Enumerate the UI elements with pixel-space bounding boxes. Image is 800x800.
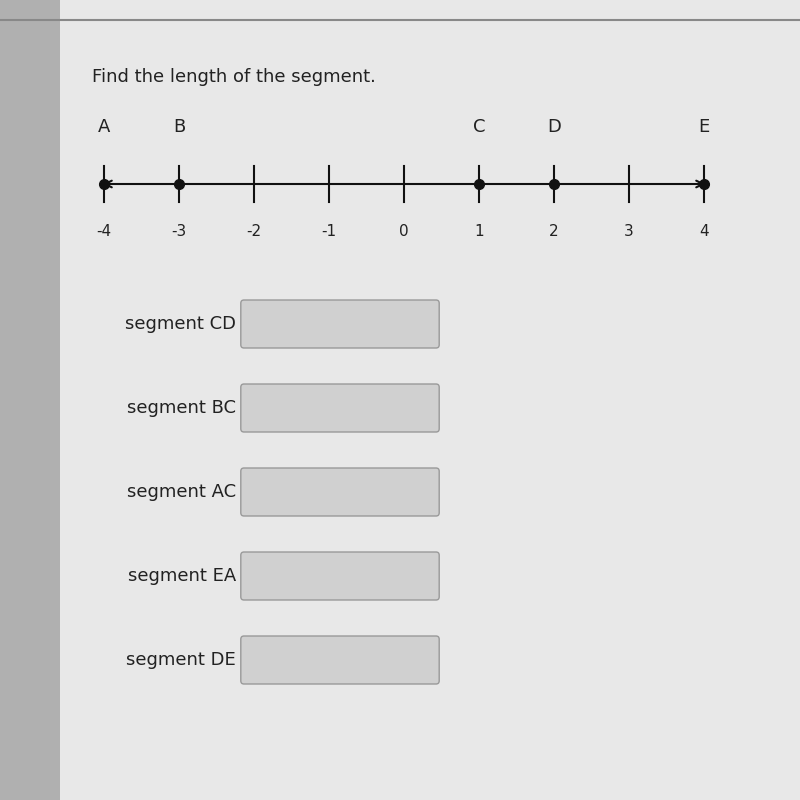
Text: segment BC: segment BC — [127, 399, 236, 417]
Text: Find the length of the segment.: Find the length of the segment. — [92, 68, 376, 86]
Text: 3: 3 — [624, 224, 634, 239]
Text: A: A — [98, 118, 110, 136]
Text: D: D — [547, 118, 561, 136]
Text: C: C — [473, 118, 486, 136]
Text: 1: 1 — [474, 224, 484, 239]
Text: B: B — [173, 118, 185, 136]
FancyBboxPatch shape — [241, 552, 439, 600]
Text: E: E — [698, 118, 710, 136]
Text: 0: 0 — [399, 224, 409, 239]
FancyBboxPatch shape — [241, 468, 439, 516]
Text: 4: 4 — [699, 224, 709, 239]
Text: -2: -2 — [246, 224, 262, 239]
Bar — [0, 0, 60, 800]
FancyBboxPatch shape — [241, 384, 439, 432]
Text: -1: -1 — [322, 224, 337, 239]
Text: segment EA: segment EA — [128, 567, 236, 585]
Text: segment DE: segment DE — [126, 651, 236, 669]
FancyBboxPatch shape — [241, 300, 439, 348]
Text: 2: 2 — [549, 224, 559, 239]
Text: -4: -4 — [97, 224, 111, 239]
Text: segment AC: segment AC — [127, 483, 236, 501]
Text: segment CD: segment CD — [125, 315, 236, 333]
Text: -3: -3 — [171, 224, 186, 239]
FancyBboxPatch shape — [241, 636, 439, 684]
